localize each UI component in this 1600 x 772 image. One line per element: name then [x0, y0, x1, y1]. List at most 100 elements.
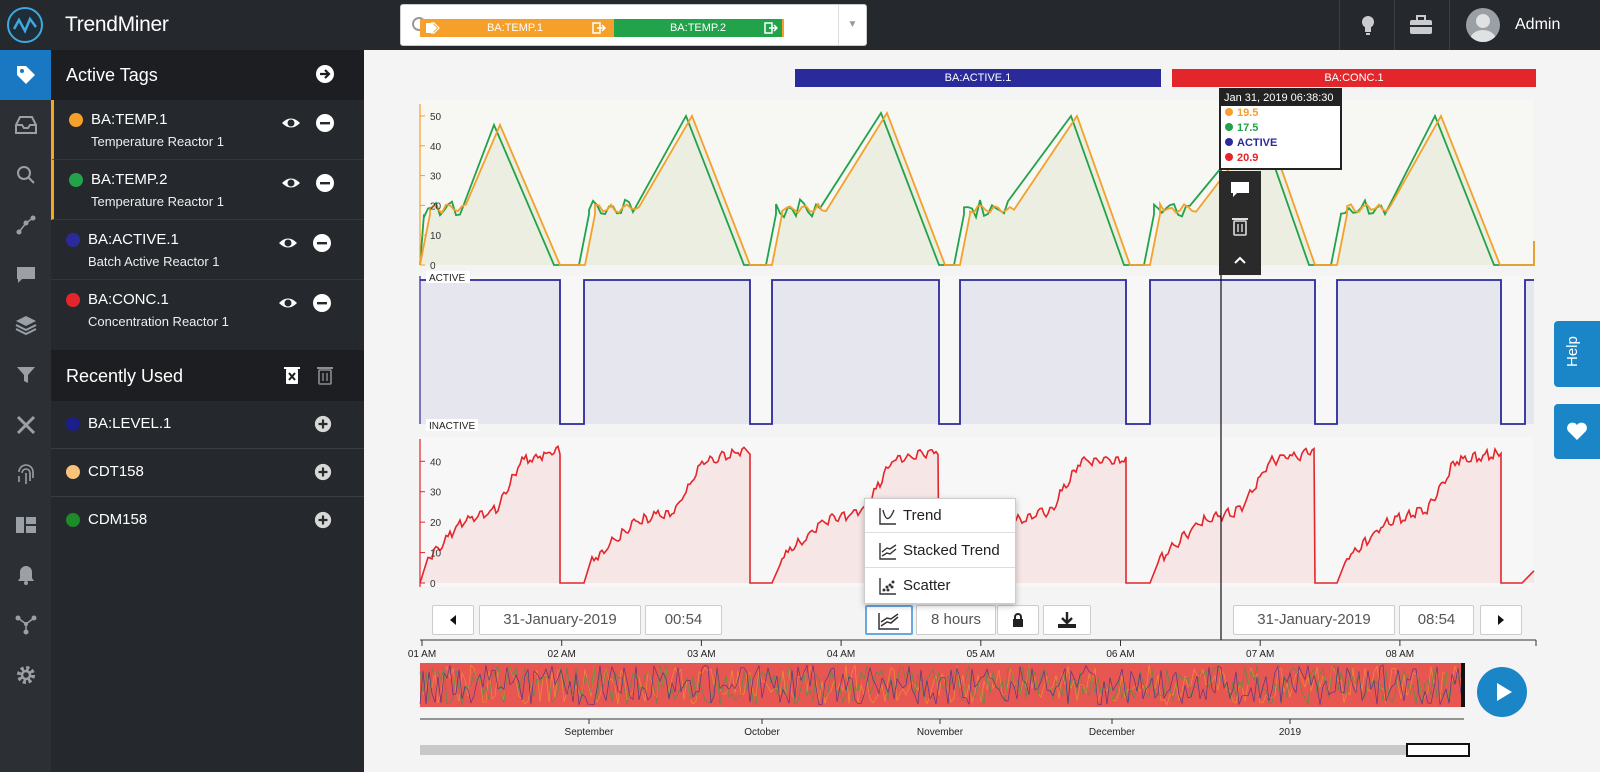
user-name[interactable]: Admin — [1515, 16, 1561, 33]
comment-icon — [1231, 182, 1249, 197]
overview-scrollbar-thumb[interactable] — [1406, 743, 1470, 757]
active-tag-item[interactable]: BA:CONC.1 Concentration Reactor 1 — [51, 280, 364, 340]
time-tick-label: 05 AM — [967, 649, 995, 660]
conc-y-tick: 0 — [430, 579, 436, 590]
nav-alerts[interactable] — [0, 550, 51, 600]
overview-window-handle[interactable] — [1461, 663, 1465, 707]
add-comment-button[interactable] — [1219, 173, 1261, 207]
active-step-line — [420, 279, 1534, 425]
add-circle-icon[interactable] — [314, 511, 332, 529]
recent-tag-item[interactable]: BA:LEVEL.1 — [51, 401, 364, 449]
recent-tag-item[interactable]: CDT158 — [51, 449, 364, 497]
move-out-icon[interactable] — [764, 22, 778, 34]
previous-range-button[interactable] — [432, 605, 474, 635]
add-circle-icon[interactable] — [314, 463, 332, 481]
caret-right-icon — [1498, 615, 1504, 625]
legend-temp1[interactable]: BA:TEMP.1 — [420, 19, 610, 37]
nav-layers[interactable] — [0, 300, 51, 350]
nav-comments[interactable] — [0, 250, 51, 300]
add-circle-icon[interactable] — [314, 415, 332, 433]
recent-tag-item[interactable]: CDM158 — [51, 497, 364, 545]
next-range-button[interactable] — [1480, 605, 1522, 635]
network-icon — [15, 615, 36, 635]
legend-active1[interactable]: BA:ACTIVE.1 — [795, 69, 1161, 87]
caret-left-icon — [450, 615, 456, 625]
remove-circle-icon[interactable] — [312, 233, 332, 253]
feedback-tab[interactable] — [1554, 404, 1600, 459]
tag-color-dot — [69, 173, 83, 187]
legend-conc1[interactable]: BA:CONC.1 — [1172, 69, 1536, 87]
collapse-toolbar-button[interactable] — [1219, 243, 1261, 277]
conc-y-tick: 30 — [430, 488, 442, 499]
trendminer-logo-icon[interactable] — [7, 7, 43, 43]
delete-cursor-button[interactable] — [1219, 209, 1261, 243]
nav-tags[interactable] — [0, 50, 51, 100]
menu-item-scatter[interactable]: Scatter — [865, 569, 1015, 603]
arrow-right-circle-icon[interactable] — [315, 64, 335, 84]
tips-button[interactable] — [1339, 0, 1394, 50]
move-out-icon[interactable] — [592, 22, 606, 34]
temp-y-tick: 50 — [430, 112, 442, 123]
active-tag-item[interactable]: BA:TEMP.1 Temperature Reactor 1 — [51, 100, 364, 160]
toolbox-button[interactable] — [1394, 0, 1449, 50]
legend-temp2[interactable]: BA:TEMP.2 — [614, 19, 782, 37]
active-state-label: ACTIVE — [429, 273, 465, 284]
remove-circle-icon[interactable] — [315, 113, 335, 133]
duration-field[interactable]: 8 hours — [916, 605, 996, 635]
tag-name: CDT158 — [88, 463, 144, 480]
legend-label: BA:ACTIVE.1 — [944, 72, 1012, 84]
start-date-field[interactable]: 31-January-2019 — [479, 605, 641, 635]
eye-icon[interactable] — [281, 113, 301, 133]
active-tag-item[interactable]: BA:TEMP.2 Temperature Reactor 1 — [51, 160, 364, 220]
tag-color-dot — [66, 513, 80, 527]
trend-icon — [879, 508, 896, 525]
remove-circle-icon[interactable] — [312, 293, 332, 313]
search-dropdown-toggle[interactable]: ▼ — [838, 5, 866, 45]
wrench-cross-icon — [16, 415, 35, 435]
eye-icon[interactable] — [281, 173, 301, 193]
nav-fingerprint[interactable] — [0, 450, 51, 500]
lock-range-button[interactable] — [997, 605, 1039, 635]
nav-inbox[interactable] — [0, 100, 51, 150]
tooltip-time: Jan 31, 2019 06:38:30 — [1221, 90, 1340, 106]
nav-settings[interactable] — [0, 650, 51, 700]
trash-icon[interactable] — [315, 365, 335, 385]
nav-analytics[interactable] — [0, 200, 51, 250]
temp-y-tick: 0 — [430, 261, 436, 272]
menu-item-trend[interactable]: Trend — [865, 499, 1015, 533]
menu-item-label: Scatter — [903, 577, 951, 594]
cursor-tooltip: Jan 31, 2019 06:38:30 19.5 17.5 ACTIVE 2… — [1219, 88, 1342, 170]
user-menu[interactable] — [1449, 0, 1600, 50]
conc-y-tick: 40 — [430, 457, 442, 468]
eye-icon[interactable] — [278, 233, 298, 253]
gear-icon — [16, 666, 35, 684]
tag-name: BA:ACTIVE.1 — [88, 231, 179, 248]
nav-rail — [0, 50, 51, 772]
nav-search[interactable] — [0, 150, 51, 200]
download-button[interactable] — [1043, 605, 1091, 635]
end-date-field[interactable]: 31-January-2019 — [1233, 605, 1395, 635]
menu-item-stacked-trend[interactable]: Stacked Trend — [865, 534, 1015, 568]
bell-icon — [17, 566, 34, 585]
eye-icon[interactable] — [278, 293, 298, 313]
month-tick-label: December — [1089, 727, 1136, 738]
help-tab[interactable]: Help — [1554, 321, 1600, 387]
nav-network[interactable] — [0, 600, 51, 650]
clear-list-icon[interactable] — [282, 365, 302, 385]
play-button[interactable] — [1477, 667, 1527, 717]
filter-icon — [16, 367, 35, 383]
end-time-field[interactable]: 08:54 — [1399, 605, 1474, 635]
nav-tools[interactable] — [0, 400, 51, 450]
inactive-label-bg — [426, 419, 478, 431]
start-time-field[interactable]: 00:54 — [645, 605, 722, 635]
tag-color-dot — [66, 293, 80, 307]
avatar[interactable] — [1466, 8, 1500, 42]
remove-circle-icon[interactable] — [315, 173, 335, 193]
overview-scrollbar[interactable] — [420, 745, 1470, 755]
nav-filter[interactable] — [0, 350, 51, 400]
active-tag-item[interactable]: BA:ACTIVE.1 Batch Active Reactor 1 — [51, 220, 364, 280]
chart-type-button[interactable] — [865, 605, 913, 635]
nav-dashboard[interactable] — [0, 500, 51, 550]
tag-description: Temperature Reactor 1 — [91, 194, 224, 209]
